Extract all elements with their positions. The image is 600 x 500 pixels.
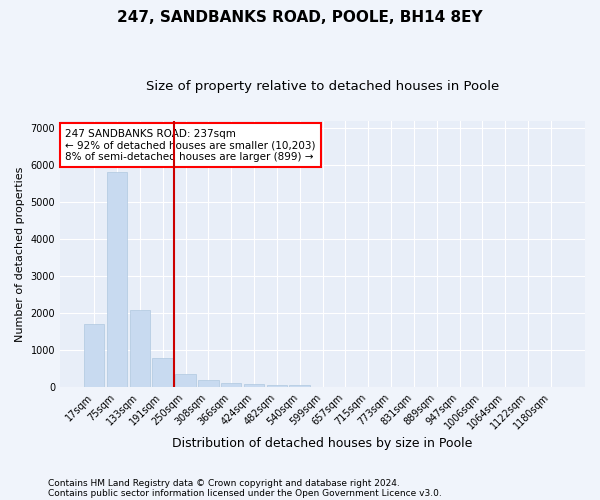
Bar: [198, 380, 218, 388]
Text: Contains HM Land Registry data © Crown copyright and database right 2024.: Contains HM Land Registry data © Crown c…: [48, 478, 400, 488]
Bar: [175, 374, 196, 388]
Bar: [266, 384, 287, 388]
Bar: [107, 172, 127, 388]
Bar: [84, 324, 104, 388]
Title: Size of property relative to detached houses in Poole: Size of property relative to detached ho…: [146, 80, 499, 93]
X-axis label: Distribution of detached houses by size in Poole: Distribution of detached houses by size …: [172, 437, 473, 450]
Bar: [244, 384, 264, 388]
Bar: [289, 386, 310, 388]
Bar: [152, 358, 173, 388]
Bar: [221, 382, 241, 388]
Bar: [130, 310, 150, 388]
Y-axis label: Number of detached properties: Number of detached properties: [15, 166, 25, 342]
Text: 247 SANDBANKS ROAD: 237sqm
← 92% of detached houses are smaller (10,203)
8% of s: 247 SANDBANKS ROAD: 237sqm ← 92% of deta…: [65, 128, 316, 162]
Text: Contains public sector information licensed under the Open Government Licence v3: Contains public sector information licen…: [48, 488, 442, 498]
Text: 247, SANDBANKS ROAD, POOLE, BH14 8EY: 247, SANDBANKS ROAD, POOLE, BH14 8EY: [117, 10, 483, 25]
